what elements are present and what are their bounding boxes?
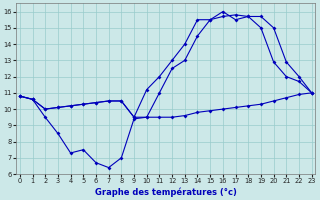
X-axis label: Graphe des températures (°c): Graphe des températures (°c) (95, 187, 237, 197)
